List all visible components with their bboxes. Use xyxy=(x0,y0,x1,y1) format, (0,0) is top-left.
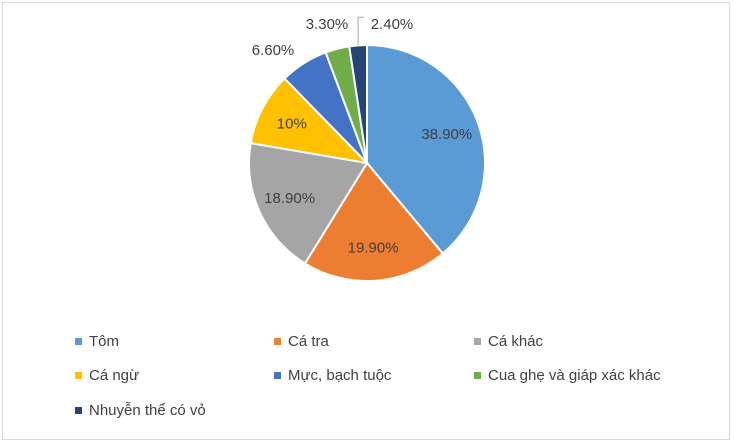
data-labels: 38.90% 19.90% 18.90% 10% 6.60% 3.30% 2.40% xyxy=(252,16,473,257)
data-label-3: 10% xyxy=(277,116,307,133)
data-label-5: 3.30% xyxy=(306,16,349,33)
pie-slice-1 xyxy=(303,161,445,282)
pie-slice-0 xyxy=(366,43,486,255)
pie-slices xyxy=(248,43,486,282)
pie-slice-6 xyxy=(348,43,368,164)
pie-slice-3 xyxy=(249,77,370,165)
pie-slice-2 xyxy=(248,141,369,265)
leader-line-6 xyxy=(357,16,364,46)
data-label-0: 38.90% xyxy=(421,126,472,143)
data-label-2: 18.90% xyxy=(264,190,315,207)
data-label-1: 19.90% xyxy=(348,240,399,257)
data-label-6: 2.40% xyxy=(371,16,414,33)
leader-lines xyxy=(357,16,364,46)
data-label-4: 6.60% xyxy=(252,42,295,59)
